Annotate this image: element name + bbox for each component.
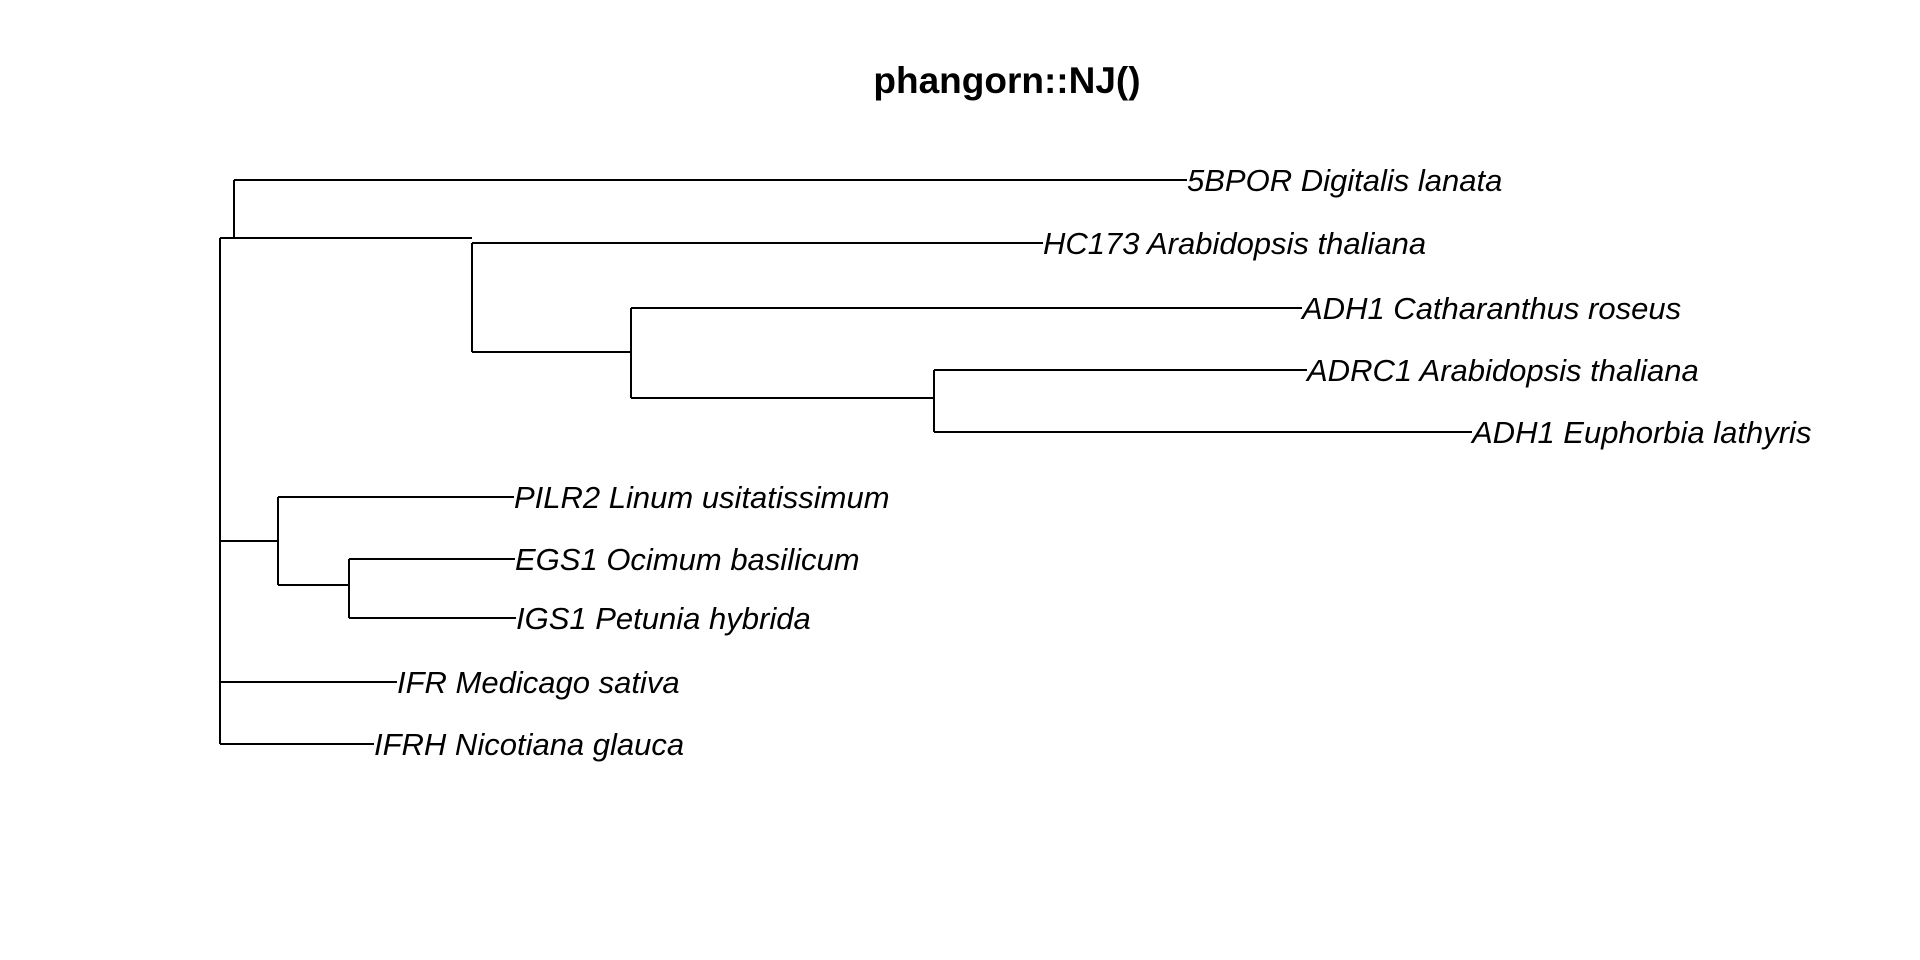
- tip-label: PILR2 Linum usitatissimum: [514, 480, 890, 515]
- tip-label: EGS1 Ocimum basilicum: [515, 542, 860, 577]
- tip-label: ADRC1 Arabidopsis thaliana: [1305, 353, 1699, 388]
- plot-title: phangorn::NJ(): [873, 60, 1140, 101]
- tip-label: 5BPOR Digitalis lanata: [1187, 163, 1502, 198]
- tip-label: HC173 Arabidopsis thaliana: [1043, 226, 1426, 261]
- tip-label: IGS1 Petunia hybrida: [516, 601, 811, 636]
- tip-label: ADH1 Euphorbia lathyris: [1470, 415, 1811, 450]
- tip-label: IFR Medicago sativa: [397, 665, 680, 700]
- tip-label: IFRH Nicotiana glauca: [374, 727, 684, 762]
- tip-label: ADH1 Catharanthus roseus: [1300, 291, 1681, 326]
- tip-labels: 5BPOR Digitalis lanata HC173 Arabidopsis …: [374, 163, 1811, 762]
- tree-branches: [219, 179, 1472, 745]
